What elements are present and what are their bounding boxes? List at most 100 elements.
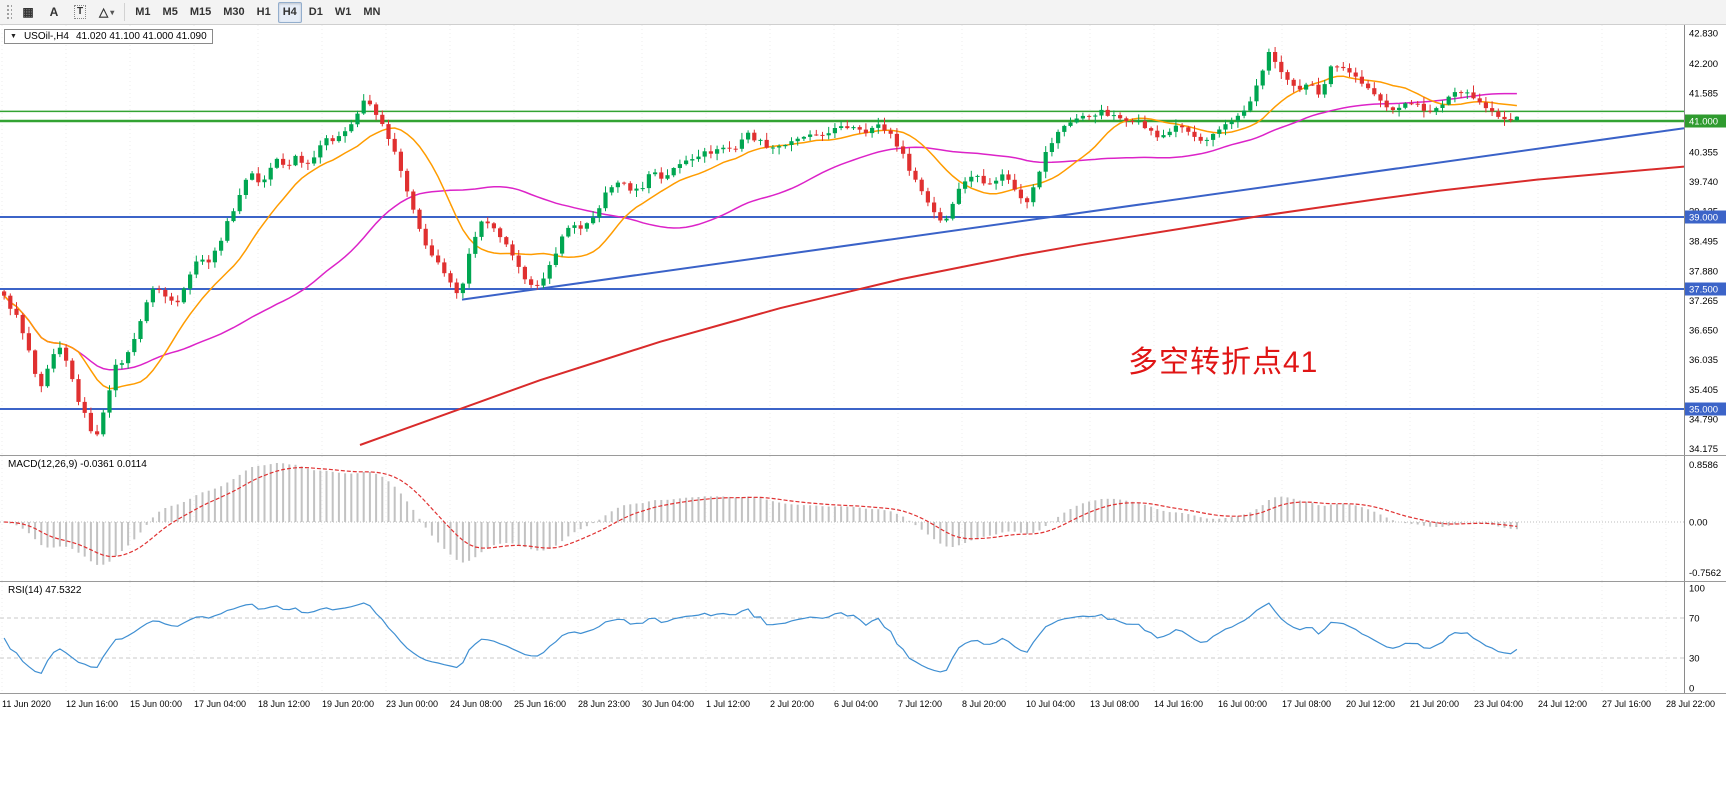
timeframe-m5-button[interactable]: M5 xyxy=(158,2,183,23)
time-axis[interactable]: 11 Jun 2020 12 Jun 16:00 15 Jun 00:00 17 Ju… xyxy=(0,693,1726,715)
rsi-axis-label: 30 xyxy=(1689,654,1700,665)
time-axis-label: 17 Jun 04:00 xyxy=(194,699,246,709)
macd-panel: 0.8586 0.00 -0.7562 MACD(12,26,9) -0.0361 … xyxy=(0,455,1726,581)
price-level-badge-label: 41.000 xyxy=(1689,117,1718,128)
price-level-badge xyxy=(1685,114,1726,128)
time-axis-label: 1 Jul 12:00 xyxy=(706,699,750,709)
price-level-badge xyxy=(1685,210,1726,224)
rsi-canvas[interactable]: 100 70 30 0 xyxy=(0,582,1726,693)
chart-grid-button[interactable]: ▦ xyxy=(16,2,40,23)
timeframe-m30-button[interactable]: M30 xyxy=(218,2,249,23)
rsi-panel: 100 70 30 0 RSI(14) 47.5322 xyxy=(0,581,1726,693)
price-axis-label: 36.035 xyxy=(1689,355,1718,366)
timeframe-d1-button[interactable]: D1 xyxy=(304,2,328,23)
macd-canvas[interactable]: 0.8586 0.00 -0.7562 xyxy=(0,456,1726,581)
price-axis-label: 40.355 xyxy=(1689,148,1718,159)
price-axis-label: 37.265 xyxy=(1689,296,1718,307)
rsi-line xyxy=(3,602,1518,675)
timeframe-m15-button[interactable]: M15 xyxy=(185,2,216,23)
price-axis-label: 39.740 xyxy=(1689,177,1718,188)
time-axis-label: 16 Jul 00:00 xyxy=(1218,699,1267,709)
price-axis-label: 37.880 xyxy=(1689,266,1718,277)
time-axis-label: 23 Jul 04:00 xyxy=(1474,699,1523,709)
price-level-badge xyxy=(1685,402,1726,416)
toolbar-timeframes: M1 M5 M15 M30 H1 H4 D1 W1 MN xyxy=(129,1,386,23)
chevron-down-icon: ▾ xyxy=(110,7,115,17)
timeframe-h4-button[interactable]: H4 xyxy=(277,1,302,23)
price-axis-label: 34.790 xyxy=(1689,415,1718,426)
time-axis-label: 19 Jun 20:00 xyxy=(322,699,374,709)
time-axis-label: 21 Jul 20:00 xyxy=(1410,699,1459,709)
text-frame-button[interactable]: T xyxy=(68,2,92,23)
timeframe-mn-button[interactable]: MN xyxy=(358,2,385,23)
price-axis-label: 42.200 xyxy=(1689,59,1718,70)
time-axis-label: 14 Jul 16:00 xyxy=(1154,699,1203,709)
time-axis-label: 17 Jul 08:00 xyxy=(1282,699,1331,709)
timeframe-h1-button[interactable]: H1 xyxy=(252,2,276,23)
rsi-axis-label: 70 xyxy=(1689,614,1700,625)
symbol-ohlc: 41.020 41.100 41.000 41.090 xyxy=(75,31,207,42)
price-level-badge xyxy=(1685,282,1726,296)
price-axis-label: 38.495 xyxy=(1689,237,1718,248)
time-axis-canvas: 11 Jun 2020 12 Jun 16:00 15 Jun 00:00 17 Ju… xyxy=(2,699,1715,709)
time-axis-label: 24 Jul 12:00 xyxy=(1538,699,1587,709)
time-axis-label: 15 Jun 00:00 xyxy=(130,699,182,709)
macd-axis-label: 0.00 xyxy=(1689,518,1708,529)
toolbar-tools: ▦ A T △ ▾ xyxy=(15,2,120,23)
trendline[interactable] xyxy=(461,127,1685,301)
text-label-button[interactable]: A xyxy=(42,2,66,23)
time-axis-label: 12 Jun 16:00 xyxy=(66,699,118,709)
time-axis-label: 28 Jun 23:00 xyxy=(578,699,630,709)
ma-fast-line xyxy=(3,75,1517,390)
time-axis-label: 2 Jul 20:00 xyxy=(770,699,814,709)
ma-slow-line xyxy=(359,165,1685,446)
price-axis-label: 35.405 xyxy=(1689,385,1718,396)
time-axis-label: 11 Jun 2020 xyxy=(2,699,51,709)
collapse-triangle-icon[interactable]: ▼ xyxy=(10,33,17,40)
time-axis-label: 7 Jul 12:00 xyxy=(898,699,942,709)
text-label-icon: A xyxy=(49,5,59,19)
time-axis-label: 18 Jun 12:00 xyxy=(258,699,310,709)
price-axis-label: 36.650 xyxy=(1689,325,1718,336)
ma-mid-line xyxy=(3,92,1517,371)
text-frame-icon: T xyxy=(73,5,87,19)
toolbar: ▦ A T △ ▾ M1 M5 M15 M30 H1 H4 D1 W1 MN xyxy=(0,0,1726,25)
rsi-label: RSI(14) 47.5322 xyxy=(5,585,85,596)
macd-axis-label: 0.8586 xyxy=(1689,460,1718,471)
time-axis-label: 8 Jul 20:00 xyxy=(962,699,1006,709)
price-level-badge-label: 39.000 xyxy=(1689,213,1718,224)
time-axis-label: 23 Jun 00:00 xyxy=(386,699,438,709)
chart-text-annotation: 多空转折点41 xyxy=(1128,346,1319,379)
time-axis-label: 6 Jul 04:00 xyxy=(834,699,878,709)
time-axis-label: 27 Jul 16:00 xyxy=(1602,699,1651,709)
timeframe-m1-button[interactable]: M1 xyxy=(130,2,155,23)
price-level-badge-label: 37.500 xyxy=(1689,285,1718,296)
toolbar-separator xyxy=(124,3,126,21)
price-level-badge-label: 35.000 xyxy=(1689,405,1718,416)
main-chart-canvas[interactable]: 42.83042.20041.58540.35539.74039.12538.4… xyxy=(0,25,1726,455)
time-axis-label: 20 Jul 12:00 xyxy=(1346,699,1395,709)
shapes-button[interactable]: △ ▾ xyxy=(94,2,119,23)
rsi-axis-label: 100 xyxy=(1689,584,1705,595)
symbol-info-box[interactable]: ▼ USOil-,H4 41.020 41.100 41.000 41.090 xyxy=(4,29,213,44)
price-axis-label: 34.175 xyxy=(1689,444,1718,455)
macd-label: MACD(12,26,9) -0.0361 0.0114 xyxy=(5,459,150,470)
time-axis-label: 28 Jul 22:00 xyxy=(1666,699,1715,709)
symbol-title: USOil-,H4 xyxy=(23,31,69,42)
shapes-icon: △ xyxy=(99,5,109,19)
price-axis-label: 42.830 xyxy=(1689,29,1718,40)
time-axis-label: 13 Jul 08:00 xyxy=(1090,699,1139,709)
price-axis-label: 41.585 xyxy=(1689,88,1718,99)
grid-layer xyxy=(1,582,1667,693)
grid-layer xyxy=(1,456,1667,581)
macd-axis-label: -0.7562 xyxy=(1689,568,1721,579)
chart-grid-icon: ▦ xyxy=(22,5,34,19)
macd-signal-line xyxy=(4,466,1517,558)
time-axis-label: 10 Jul 04:00 xyxy=(1026,699,1075,709)
rsi-axis-label: 0 xyxy=(1689,684,1694,694)
toolbar-drag-handle[interactable] xyxy=(5,3,12,21)
main-chart-panel: 42.83042.20041.58540.35539.74039.12538.4… xyxy=(0,25,1726,455)
time-axis-label: 24 Jun 08:00 xyxy=(450,699,502,709)
timeframe-w1-button[interactable]: W1 xyxy=(330,2,357,23)
macd-histogram xyxy=(9,463,1518,565)
